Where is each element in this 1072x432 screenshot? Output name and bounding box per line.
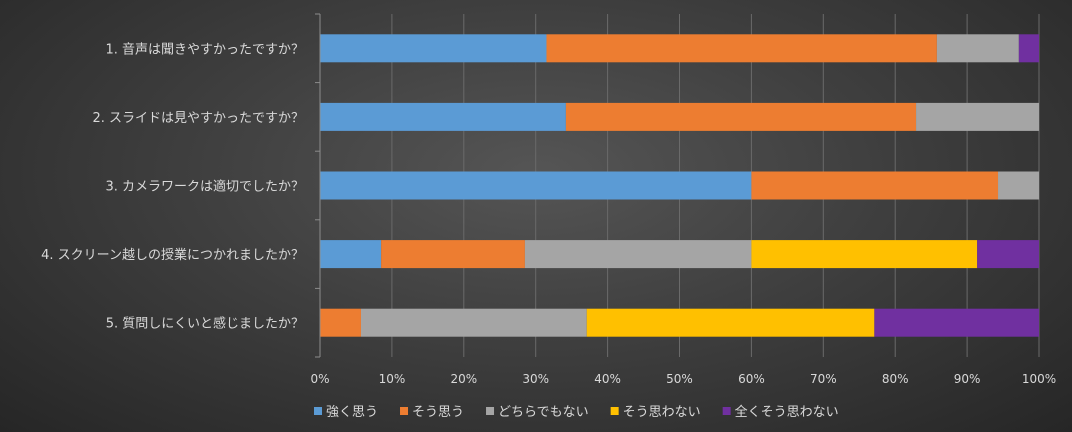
legend-swatch <box>400 407 409 415</box>
bar-segment <box>998 171 1039 200</box>
legend-swatch <box>610 407 619 415</box>
x-tick-label: 60% <box>738 372 765 386</box>
bar-segment <box>320 308 361 337</box>
legend-swatch <box>486 407 495 415</box>
legend-swatch <box>722 407 731 415</box>
x-tick-label: 80% <box>882 372 909 386</box>
bar-segment <box>565 102 917 131</box>
category-label: 2. スライドは見やすかったですか？ <box>92 111 304 126</box>
bar-segment <box>1018 34 1039 63</box>
bar-segment <box>546 34 937 63</box>
x-tick-label: 50% <box>666 372 693 386</box>
x-tick-label: 40% <box>594 372 621 386</box>
legend-label: どちらでもない <box>498 405 589 420</box>
bar-segment <box>320 171 752 200</box>
x-axis: 0% 10% 20% 30% 40% 50% 60% 70% 80% 90% 100% <box>310 372 1056 386</box>
legend-swatch <box>314 407 322 415</box>
x-tick-label: 90% <box>954 372 981 386</box>
x-tick-label: 10% <box>379 372 406 386</box>
y-axis: 1. 音声は聞きやすかったですか？ 2. スライドは見やすかったですか？ 3. カメ… <box>41 13 321 358</box>
bar-segment <box>874 308 1039 337</box>
x-tick-label: 30% <box>522 372 549 386</box>
bar-segment <box>936 34 1019 63</box>
category-label: 1. 音声は聞きやすかったですか？ <box>105 41 304 57</box>
legend-label: 強く思う <box>326 405 378 420</box>
legend: 強く思う そう思う どちらでもない そう思わない 全くそう思わない <box>314 404 839 420</box>
bar-segment <box>977 240 1039 269</box>
bar-segment <box>360 308 587 337</box>
x-tick-label: 100% <box>1022 372 1056 386</box>
x-tick-label: 20% <box>450 372 477 386</box>
bar-segment <box>381 240 525 269</box>
category-label: 5. 質問しにくいと感じましたか？ <box>106 316 304 332</box>
bar-segment <box>916 102 1039 131</box>
bar-segment <box>320 34 547 63</box>
bar-segment <box>586 308 875 337</box>
bar-segment <box>524 240 752 269</box>
legend-label: 全くそう思わない <box>735 404 839 420</box>
legend-label: そう思わない <box>623 405 701 420</box>
x-tick-label: 0% <box>310 372 329 386</box>
legend-label: そう思う <box>412 405 464 420</box>
x-tick-label: 70% <box>810 372 837 386</box>
bar-segment <box>751 240 978 269</box>
category-label: 3. カメラワークは適切でしたか？ <box>105 179 304 195</box>
category-label: 4. スクリーン越しの授業につかれましたか？ <box>41 247 304 263</box>
bars <box>320 34 1039 337</box>
bar-segment <box>320 102 566 131</box>
bar-segment <box>751 171 999 200</box>
bar-segment <box>320 240 382 269</box>
